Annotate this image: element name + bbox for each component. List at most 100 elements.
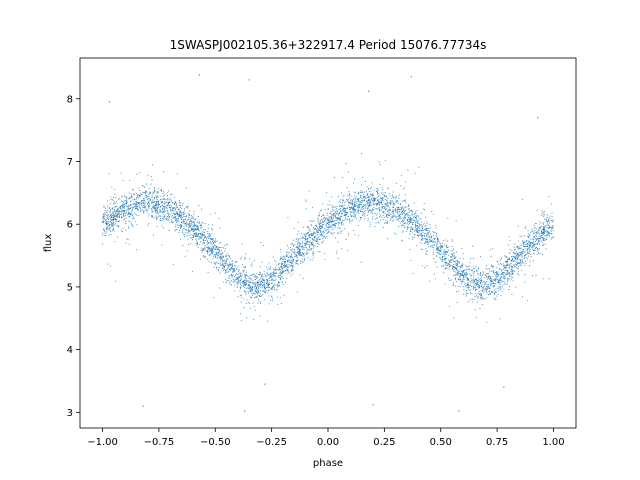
data-point <box>176 218 178 220</box>
data-point <box>412 273 414 275</box>
data-point <box>459 278 461 280</box>
data-point <box>496 295 498 297</box>
data-point <box>256 278 258 280</box>
data-point <box>169 199 171 201</box>
data-point <box>255 309 257 311</box>
data-point <box>310 236 312 238</box>
data-point <box>403 219 405 221</box>
data-point <box>183 208 186 210</box>
data-point <box>277 284 279 286</box>
data-point <box>517 268 519 270</box>
data-point <box>162 191 164 193</box>
data-point <box>325 237 327 239</box>
data-point <box>474 288 477 290</box>
data-point <box>548 278 550 280</box>
data-point <box>336 223 338 225</box>
data-point <box>452 266 454 268</box>
data-point <box>116 213 118 215</box>
data-point <box>522 246 524 248</box>
data-point <box>473 275 475 277</box>
data-point <box>144 191 147 193</box>
data-point <box>501 269 503 271</box>
data-point <box>104 215 106 217</box>
data-point <box>242 281 244 283</box>
data-point <box>212 296 215 299</box>
data-point <box>265 276 267 278</box>
data-point <box>436 247 438 249</box>
data-point <box>416 234 419 236</box>
data-point <box>415 215 417 217</box>
data-point <box>252 282 254 284</box>
data-point <box>237 283 239 285</box>
data-point <box>487 268 489 270</box>
data-point <box>134 198 136 200</box>
data-point <box>372 199 374 201</box>
data-point <box>310 244 312 246</box>
data-point <box>157 217 159 219</box>
data-point <box>544 235 546 237</box>
data-point <box>321 222 323 224</box>
data-point <box>211 239 214 241</box>
data-point <box>237 279 239 281</box>
data-point <box>153 205 155 207</box>
data-point <box>338 223 340 225</box>
data-point <box>482 290 484 292</box>
data-point <box>525 226 527 228</box>
data-point <box>210 251 212 253</box>
data-point <box>193 230 195 232</box>
data-point <box>518 246 520 248</box>
data-point <box>326 235 328 238</box>
data-point <box>307 233 309 235</box>
data-point <box>433 245 435 247</box>
data-point <box>117 225 119 227</box>
data-point <box>464 283 466 285</box>
data-point <box>241 243 243 245</box>
data-point <box>263 273 265 275</box>
data-point <box>292 245 294 247</box>
data-point <box>475 284 477 286</box>
data-point <box>300 242 302 245</box>
data-point <box>188 235 190 237</box>
data-point <box>363 204 365 206</box>
data-point <box>304 240 306 242</box>
data-point <box>141 185 143 187</box>
data-point <box>530 238 532 240</box>
data-point <box>441 246 443 248</box>
data-point <box>136 203 138 205</box>
data-point <box>118 215 120 217</box>
data-point <box>213 254 215 256</box>
data-point <box>511 273 513 275</box>
data-point <box>128 204 130 206</box>
data-point <box>259 293 261 295</box>
data-point <box>266 279 268 281</box>
data-point <box>362 213 364 215</box>
data-point <box>378 210 381 212</box>
data-point <box>232 266 234 268</box>
data-point <box>281 270 283 272</box>
data-point <box>141 209 144 211</box>
data-point <box>131 224 133 226</box>
data-point <box>175 229 177 231</box>
data-point <box>162 195 164 197</box>
data-point <box>282 269 284 271</box>
data-point <box>543 210 545 212</box>
data-point <box>190 218 192 220</box>
data-point <box>467 292 469 295</box>
data-point <box>312 241 314 243</box>
data-point <box>537 230 539 232</box>
data-point <box>156 205 158 207</box>
data-point <box>425 253 427 255</box>
data-point <box>181 217 183 219</box>
data-point <box>193 226 195 228</box>
data-point <box>217 262 219 264</box>
data-point <box>262 278 264 280</box>
data-point <box>176 205 178 207</box>
data-point <box>167 198 169 200</box>
data-point <box>348 194 350 196</box>
data-point <box>498 290 500 292</box>
data-point <box>233 268 235 270</box>
data-point <box>400 175 402 177</box>
data-point <box>470 285 473 287</box>
data-point <box>280 257 282 259</box>
data-point <box>419 227 421 229</box>
